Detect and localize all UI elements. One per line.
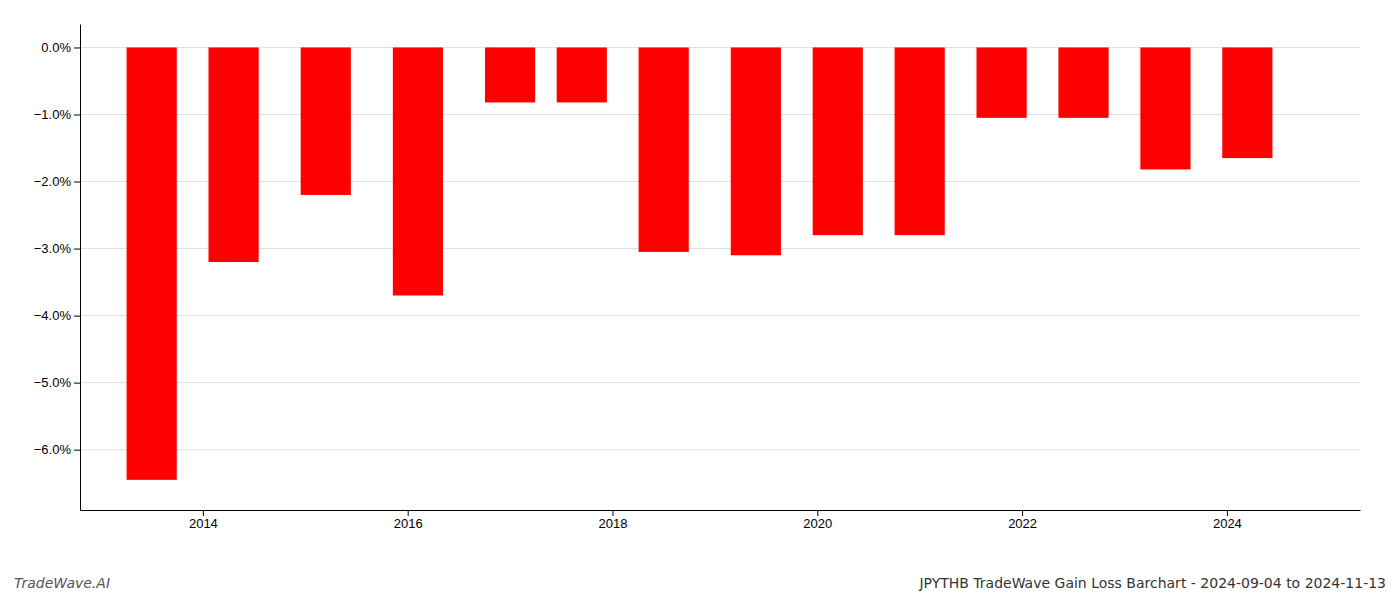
y-tick-label: −1.0%	[34, 107, 72, 122]
x-tick-mark	[612, 510, 613, 516]
y-tick-mark	[74, 383, 80, 384]
bar	[731, 47, 781, 255]
bar	[895, 47, 945, 235]
x-tick-label: 2014	[189, 516, 218, 531]
y-tick-mark	[74, 316, 80, 317]
grid-line	[80, 181, 1360, 182]
y-tick-mark	[74, 182, 80, 183]
bar	[1058, 47, 1108, 117]
bar	[557, 47, 607, 102]
x-tick-mark	[1022, 510, 1023, 516]
y-tick: −6.0%	[34, 442, 80, 457]
x-tick: 2020	[803, 510, 832, 531]
x-tick-label: 2024	[1213, 516, 1242, 531]
y-tick-label: −2.0%	[34, 174, 72, 189]
x-tick: 2014	[189, 510, 218, 531]
y-tick-mark	[74, 450, 80, 451]
y-tick: 0.0%	[41, 40, 80, 55]
x-tick-label: 2022	[1008, 516, 1037, 531]
grid-line	[80, 248, 1360, 249]
x-tick: 2018	[599, 510, 628, 531]
x-tick: 2024	[1213, 510, 1242, 531]
x-tick-mark	[408, 510, 409, 516]
bar	[813, 47, 863, 235]
y-tick: −2.0%	[34, 174, 80, 189]
bar	[1140, 47, 1190, 169]
bar	[127, 47, 177, 479]
y-axis: 0.0% −1.0% −2.0% −3.0% −4.0% −5.0% −6.0%	[34, 25, 81, 511]
x-axis: 2014 2016 2018 2020 2022 2024	[81, 510, 1361, 531]
y-tick: −3.0%	[34, 241, 80, 256]
bar	[485, 47, 535, 102]
grid	[80, 47, 1360, 449]
annotation: TradeWave.AI	[14, 575, 110, 591]
bar	[301, 47, 351, 194]
bar	[639, 47, 689, 251]
x-tick: 2016	[394, 510, 423, 531]
x-tick: 2022	[1008, 510, 1037, 531]
title: JPYTHB TradeWave Gain Loss Barchart - 20…	[918, 575, 1386, 591]
y-tick-mark	[74, 114, 80, 115]
x-tick-label: 2016	[394, 516, 423, 531]
y-tick: −5.0%	[34, 375, 80, 390]
x-tick-mark	[203, 510, 204, 516]
x-tick-label: 2018	[599, 516, 628, 531]
plot: 0.0%−1.0%−2.0%−3.0%−4.0%−5.0%−6.0%201420…	[34, 25, 1361, 532]
y-tick: −4.0%	[34, 308, 80, 323]
y-axis-line	[80, 25, 81, 511]
grid-line	[80, 315, 1360, 316]
y-tick-label: −6.0%	[34, 442, 72, 457]
bar	[1222, 47, 1272, 158]
x-axis-line	[81, 510, 1361, 511]
x-tick-mark	[1227, 510, 1228, 516]
bars	[127, 47, 1273, 479]
y-tick-mark	[74, 47, 80, 48]
y-tick: −1.0%	[34, 107, 80, 122]
chart: 0.0%−1.0%−2.0%−3.0%−4.0%−5.0%−6.0%201420…	[0, 0, 1400, 600]
x-tick-mark	[817, 510, 818, 516]
y-tick-label: −5.0%	[34, 375, 72, 390]
bar	[393, 47, 443, 295]
grid-line	[80, 382, 1360, 383]
y-tick-label: 0.0%	[41, 40, 71, 55]
x-tick-label: 2020	[803, 516, 832, 531]
bar	[209, 47, 259, 262]
y-tick-label: −4.0%	[34, 308, 72, 323]
grid-line	[80, 449, 1360, 450]
bar	[977, 47, 1027, 117]
y-tick-label: −3.0%	[34, 241, 72, 256]
y-tick-mark	[74, 249, 80, 250]
